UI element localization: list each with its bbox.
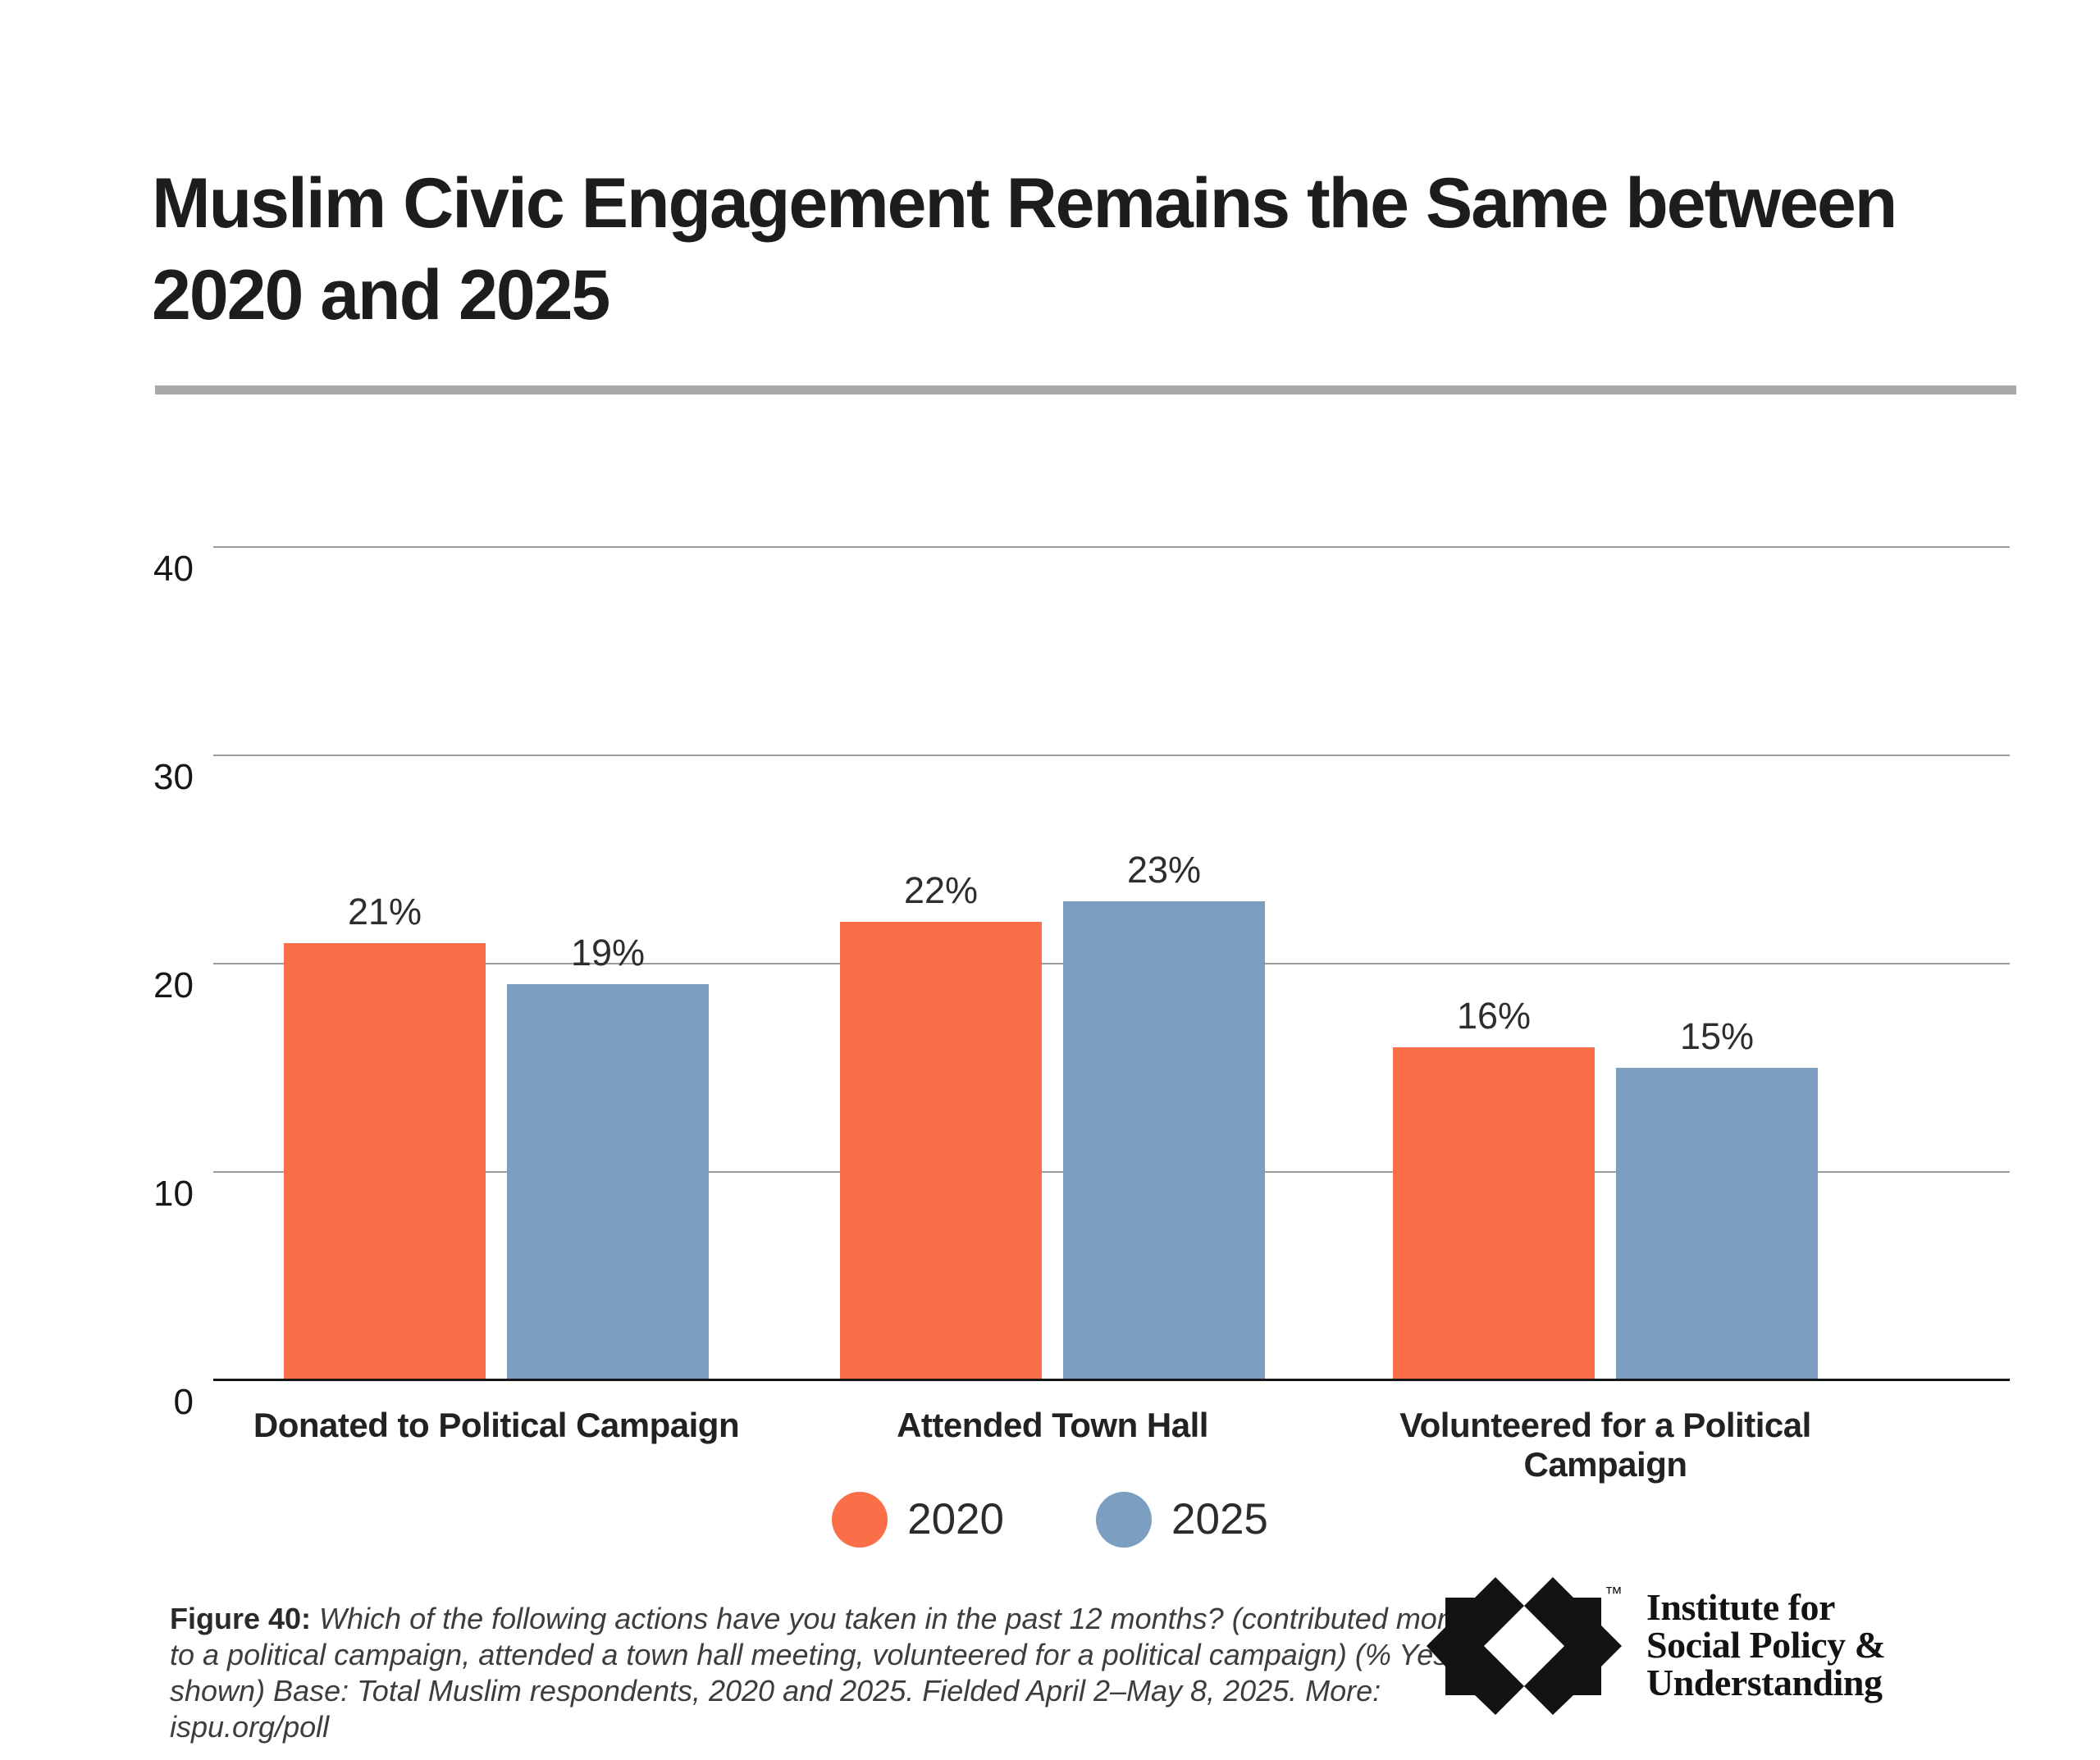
logo-text-line3: Understanding — [1646, 1662, 1883, 1703]
legend-item-2020: 2020 — [832, 1492, 1004, 1548]
caption-line-2: to a political campaign, attended a town… — [170, 1638, 1449, 1671]
caption-line-4: ispu.org/poll — [170, 1710, 330, 1744]
title-separator-rule — [155, 385, 2016, 394]
y-axis-tick-30: 30 — [153, 757, 194, 797]
legend-item-2025: 2025 — [1096, 1492, 1268, 1548]
legend-swatch-circle-icon — [1096, 1492, 1152, 1548]
value-label-2020-category-1: 21% — [347, 891, 422, 932]
value-label-2020-category-3: 16% — [1456, 995, 1532, 1037]
chart-title-line1: Muslim Civic Engagement Remains the Same… — [152, 164, 1897, 243]
bar-2020-category-2 — [840, 922, 1042, 1380]
category-label-2: Attended Town Hall — [897, 1406, 1208, 1444]
value-label-2020-category-2: 22% — [903, 869, 979, 911]
chart-legend: 2020 2025 — [0, 1492, 2100, 1548]
bar-2020-category-3 — [1393, 1047, 1595, 1380]
chart-title-line2: 2020 and 2025 — [152, 256, 610, 335]
category-label-1: Donated to Political Campaign — [253, 1406, 740, 1444]
logo-text-line2: Social Policy & — [1646, 1624, 1886, 1666]
bar-2025-category-1 — [507, 984, 709, 1380]
caption-line-3: shown) Base: Total Muslim respondents, 2… — [170, 1674, 1381, 1708]
value-label-2025-category-1: 19% — [570, 932, 646, 973]
bar-2025-category-2 — [1063, 901, 1265, 1380]
logo-text-line1: Institute for — [1646, 1586, 1835, 1628]
y-axis-tick-40: 40 — [153, 549, 194, 589]
caption-line-1: Figure 40: Which of the following action… — [170, 1602, 1485, 1635]
x-axis-line — [213, 1379, 2010, 1381]
legend-label-2020: 2020 — [907, 1495, 1004, 1543]
legend-swatch-circle-icon — [832, 1492, 888, 1548]
y-axis-tick-10: 10 — [153, 1174, 194, 1214]
trademark-symbol: ™ — [1605, 1583, 1623, 1603]
y-axis-tick-20: 20 — [153, 965, 194, 1005]
figure-number-label: Figure 40: — [170, 1602, 312, 1635]
ispu-star-logo-icon — [1427, 1577, 1622, 1715]
legend-label-2025: 2025 — [1171, 1495, 1268, 1543]
chart-title: Muslim Civic Engagement Remains the Same… — [152, 157, 2063, 341]
y-axis-tick-0: 0 — [173, 1382, 194, 1422]
category-label-3: Volunteered for a Political Campaign — [1399, 1406, 1811, 1484]
figure-caption: Figure 40: Which of the following action… — [170, 1601, 1485, 1745]
value-label-2025-category-2: 23% — [1126, 849, 1202, 891]
value-label-2025-category-3: 15% — [1679, 1015, 1755, 1057]
ispu-logo-wordmark: Institute for Social Policy & Understand… — [1646, 1586, 1886, 1703]
bar-2020-category-1 — [284, 943, 486, 1380]
gridline-40 — [213, 546, 2010, 548]
bar-2025-category-3 — [1616, 1068, 1818, 1380]
gridline-30 — [213, 755, 2010, 756]
